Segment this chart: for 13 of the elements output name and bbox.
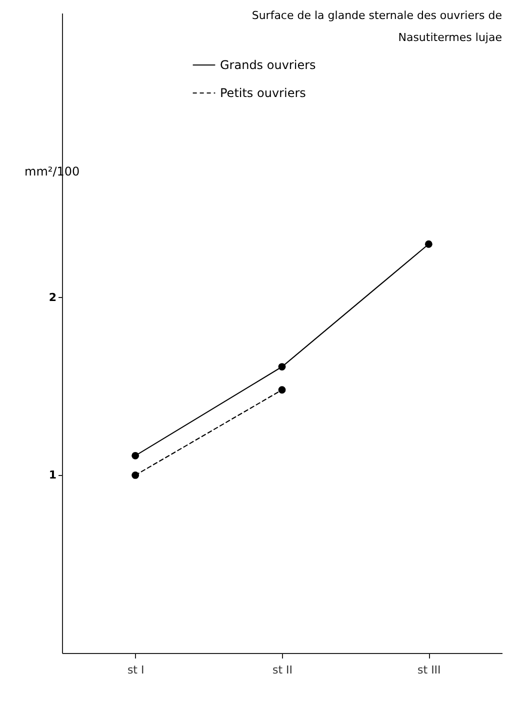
point: [424, 240, 432, 248]
point: [278, 363, 286, 370]
x-tick-label: st II: [272, 664, 293, 676]
legend-label: Petits ouvriers: [220, 86, 306, 100]
y-tick-label: 2: [48, 290, 56, 304]
point: [278, 386, 286, 394]
x-tick-label: st III: [418, 664, 441, 676]
point: [132, 472, 140, 479]
text: Surface de la glande sternale des ouvriers de Nasutitermes lujae: [252, 9, 502, 44]
y-tick-label: 1: [48, 468, 56, 482]
point: [132, 452, 140, 460]
x-tick-label: st I: [127, 664, 144, 676]
legend-label: Grands ouvriers: [220, 58, 316, 72]
